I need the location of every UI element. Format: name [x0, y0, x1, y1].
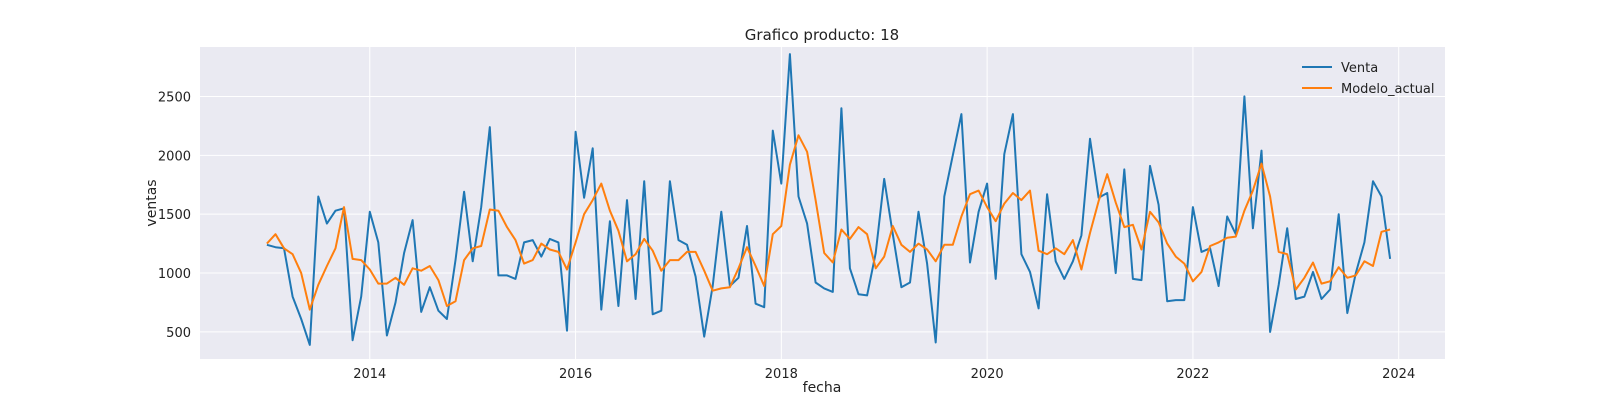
x-tick-label: 2016 [559, 367, 592, 382]
y-tick-label: 2000 [158, 149, 191, 164]
y-tick-label: 1500 [158, 208, 191, 223]
legend-label-modelo-actual: Modelo_actual [1341, 82, 1435, 97]
x-axis-label: fecha [803, 380, 842, 396]
y-axis-ticks: 500 1000 1500 2000 2500 [158, 90, 191, 340]
series-line-venta [266, 53, 1392, 346]
x-tick-label: 2020 [971, 367, 1004, 382]
y-tick-label: 2500 [158, 90, 191, 105]
y-axis-label: ventas [144, 179, 160, 226]
series-line-modelo-actual [266, 134, 1391, 311]
legend: Venta Modelo_actual [1302, 61, 1435, 97]
series-layer [266, 53, 1392, 346]
plot-area [200, 47, 1445, 359]
legend-label-venta: Venta [1341, 61, 1378, 76]
chart-title: Grafico producto: 18 [745, 26, 899, 44]
x-tick-label: 2018 [765, 367, 798, 382]
x-tick-label: 2014 [353, 367, 386, 382]
y-tick-label: 500 [166, 326, 191, 341]
y-tick-label: 1000 [158, 267, 191, 282]
x-tick-label: 2022 [1176, 367, 1209, 382]
x-tick-label: 2024 [1382, 367, 1415, 382]
x-axis-ticks: 2014 2016 2018 2020 2022 2024 [353, 367, 1415, 382]
